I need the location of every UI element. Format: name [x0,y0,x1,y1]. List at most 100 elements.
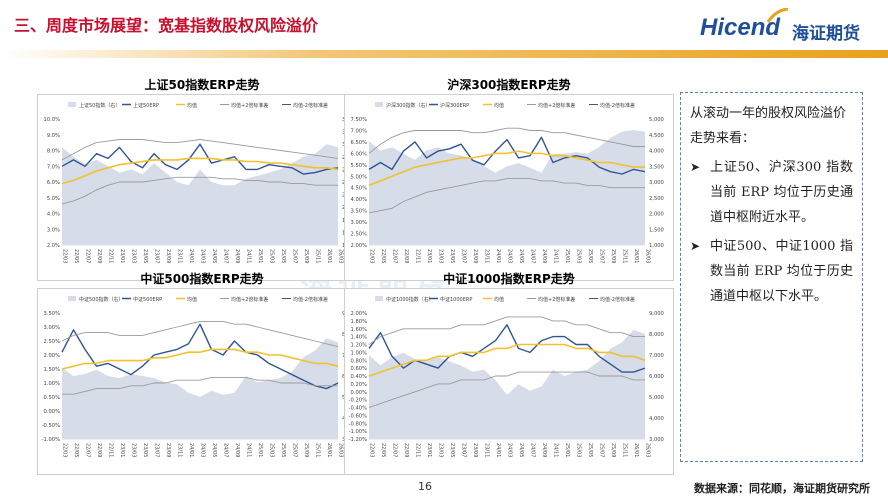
legend-label: 均值-2倍标准差 [600,102,635,109]
x-tick-label: 22/05 [73,249,79,263]
y-left-tick-label: 2.00% [351,311,368,317]
y-left-tick-label: 1.50% [44,367,61,373]
x-tick-label: 25/05 [587,249,593,263]
x-tick-label: 24/07 [223,249,229,263]
y-left-tick-label: 0.20% [351,382,368,388]
legend-label: 均值-2倍标准差 [293,102,328,109]
chart-title: 沪深300指数ERP走势 [447,78,571,92]
x-tick-label: 22/05 [380,249,386,263]
y-left-tick-label: 7.00% [351,128,368,134]
y-right-tick-label: 2,500 [649,196,664,202]
x-tick-label: 22/03 [62,443,68,457]
x-tick-label: 26/01 [633,249,639,263]
x-tick-label: 24/09 [234,249,240,263]
x-tick-label: 24/05 [211,249,217,263]
y-left-tick-label: -0.40% [349,406,367,412]
x-tick-label: 24/09 [234,443,240,457]
y-left-tick-label: 0.00% [351,390,368,396]
y-left-tick-label: 6.50% [351,140,368,146]
y-left-tick-label: 0.50% [44,395,61,401]
data-source: 数据来源：同花顺，海证期货研究所 [694,482,870,495]
x-tick-label: 25/03 [576,443,582,457]
x-tick-label: 23/01 [426,443,432,457]
y-right-tick-label: 4,000 [649,149,664,155]
mean-line-series [61,348,339,370]
x-tick-label: 23/11 [177,443,183,457]
erp-line-series [368,136,646,175]
x-tick-label: 23/05 [142,249,148,263]
x-tick-label: 23/09 [472,443,478,457]
x-tick-label: 23/09 [165,443,171,457]
commentary-bullet: ➤ 上证50、沪深300 指数当前 ERP 均位于历史通道中枢附近水平。 [690,155,853,230]
x-tick-label: 25/09 [610,249,616,263]
x-tick-label: 24/05 [518,443,524,457]
commentary-bullet-text: 中证500、中证1000 指数当前 ERP 均位于历史通道中枢以下水平。 [710,239,853,304]
x-tick-label: 23/01 [119,249,125,263]
x-tick-label: 25/07 [599,249,605,263]
chart-legend: 沪深300指数（右） 沪深300ERP 均值 均值+2倍标准差 均值-2倍标准差 [375,102,635,109]
y-left-tick-label: 7.50% [351,117,368,123]
upper-band-series [61,320,339,348]
legend-label: 中证1000指数（右） [386,296,434,303]
x-tick-label: 25/11 [622,249,628,263]
y-left-tick-label: -1.00% [349,429,367,435]
y-left-tick-label: 0.40% [351,374,368,380]
x-tick-label: 22/05 [380,443,386,457]
x-tick-label: 23/11 [484,443,490,457]
lower-band-series [62,376,338,395]
y-left-tick-label: 4.0% [47,212,60,218]
x-tick-label: 23/07 [461,249,467,263]
commentary-intro: 从滚动一年的股权风险溢价走势来看： [690,106,847,146]
chart-legend: 中证500指数（右） 中证500ERP 均值 均值+2倍标准差 均值-2倍标准差 [68,296,328,303]
x-tick-label: 22/03 [369,249,375,263]
upper-band-series [61,139,339,161]
x-tick-label: 22/03 [369,443,375,457]
index-area-series [62,338,338,439]
x-tick-label: 25/01 [564,249,570,263]
legend-label: 沪深300ERP [440,102,469,109]
legend-label: 均值+2倍标准差 [231,296,268,303]
x-tick-label: 25/09 [610,443,616,457]
index-area-series [369,329,645,439]
x-tick-label: 22/07 [392,443,398,457]
mean-line-series [61,157,339,185]
y-left-tick-label: 0.00% [44,409,61,415]
x-tick-label: 24/07 [223,443,229,457]
x-tick-label: 24/09 [541,443,547,457]
y-right-tick-label: 3,000 [649,180,664,186]
y-right-tick-label: 5,000 [649,117,664,123]
y-left-tick-label: 1.20% [351,343,368,349]
y-left-tick-label: 3.50% [351,209,368,215]
y-left-tick-label: 1.60% [351,327,368,333]
erp-line-series [61,143,339,175]
legend-label: 上证50指数（右） [79,102,120,109]
legend-label: 均值 [187,296,197,303]
company-logo: Hicend 海证期货 [700,8,880,48]
y-left-tick-label: 2.00% [351,243,368,249]
header-divider [0,50,888,58]
legend-swatch [375,102,383,107]
x-tick-label: 25/07 [599,443,605,457]
commentary-box: 从滚动一年的股权风险溢价走势来看： ➤ 上证50、沪深300 指数当前 ERP … [680,92,863,462]
chart-panel-hs300: 沪深300指数ERP走势 沪深300指数（右） 沪深300ERP 均值 均值+2倍标准… [344,76,674,281]
x-tick-label: 24/03 [200,249,206,263]
x-tick-label: 24/05 [211,443,217,457]
x-tick-label: 25/03 [269,249,275,263]
x-tick-label: 26/03 [645,249,651,263]
y-right-tick-label: 6,000 [649,374,664,380]
y-left-tick-label: 2.50% [44,339,61,345]
chart-title: 中证1000指数ERP走势 [443,272,575,286]
commentary-bullet-text: 上证50、沪深300 指数当前 ERP 均位于历史通道中枢附近水平。 [710,160,853,225]
y-left-tick-label: 0.80% [351,358,368,364]
y-left-tick-label: 1.40% [351,335,368,341]
x-tick-label: 26/01 [326,249,332,263]
index-area-series [62,144,338,245]
erp-chart-zz1000: 中证1000指数（右） 中证1000ERP 均值 均值+2倍标准差 均值-2倍标准差 -1… [349,296,664,457]
y-left-tick-label: -0.50% [42,423,60,429]
x-tick-label: 22/07 [85,443,91,457]
lower-band-series [368,371,645,408]
x-tick-label: 25/03 [576,249,582,263]
y-left-tick-label: 6.00% [351,151,368,157]
y-left-tick-label: -0.60% [349,413,367,419]
arrow-right-icon: ➤ [690,239,701,253]
